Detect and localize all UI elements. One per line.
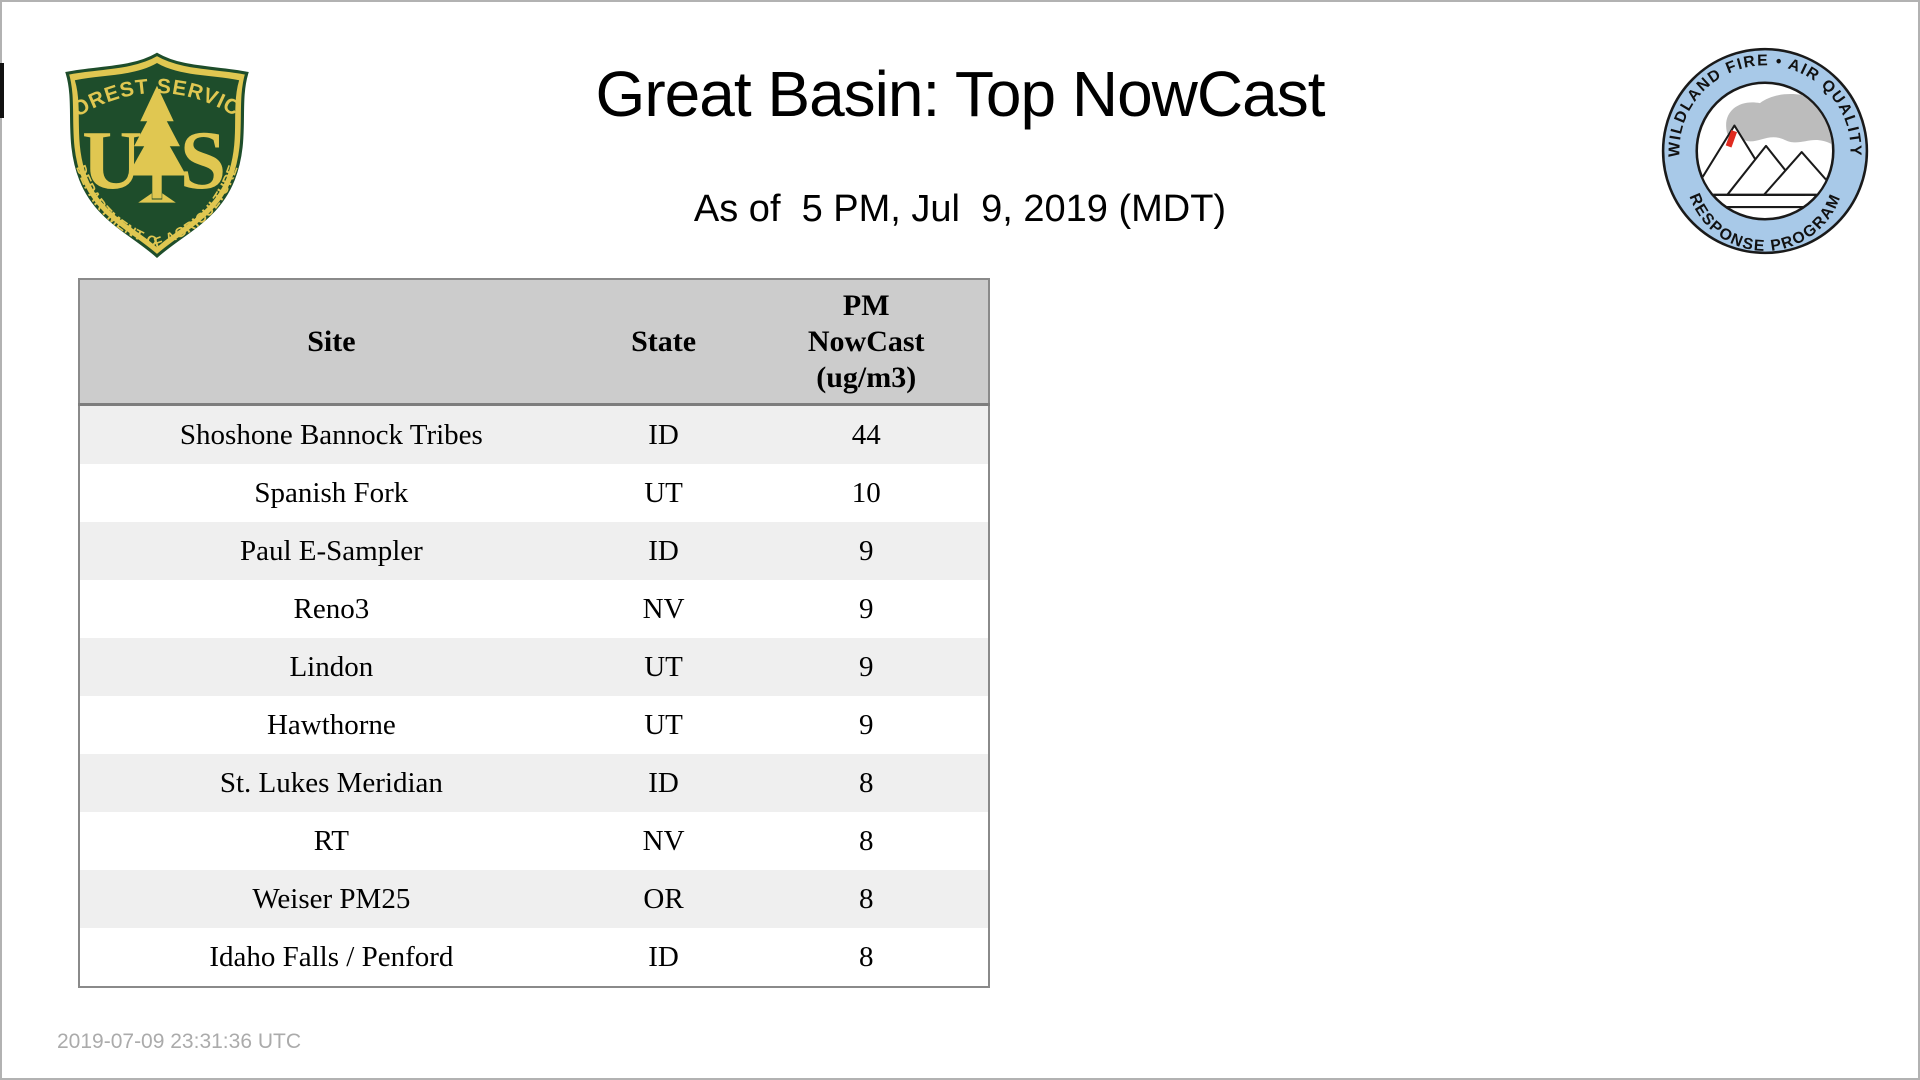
pm-header-line-2: NowCast [807,324,925,358]
cell-state: OR [643,882,684,915]
pm-header-line-3: (ug/m3) [816,360,917,394]
cell-state: ID [648,940,679,973]
flame-icon [1725,130,1738,148]
table-row: Hawthorne UT 9 [79,696,989,754]
page-subtitle: As of 5 PM, Jul 9, 2019 (MDT) [693,188,1227,230]
usfs-letter-s: S [180,115,226,207]
usfs-letter-u: U [82,115,142,207]
table-row: Reno3 NV 9 [79,580,989,638]
smoke-plume-icon [1726,94,1833,144]
cell-value: 8 [858,824,874,857]
generation-timestamp: 2019-07-09 23:31:36 UTC [57,1030,301,1053]
table-body: Shoshone Bannock Tribes ID 44 Spanish Fork U… [79,404,989,987]
table-row: RT NV 8 [79,812,989,870]
column-header-site: Site [79,279,583,406]
cell-site: Shoshone Bannock Tribes [179,418,483,451]
column-header-pm-nowcast: PM NowCast (ug/m3) [744,279,989,406]
cell-value: 8 [858,766,874,799]
cell-value: 10 [851,476,881,509]
cell-value: 9 [858,534,874,567]
cell-site: Lindon [289,650,374,683]
cell-site: Idaho Falls / Penford [209,940,454,973]
cell-value: 9 [858,708,874,741]
cell-site: Reno3 [293,592,370,625]
table-row: Weiser PM25 OR 8 [79,870,989,928]
cell-state: NV [642,824,685,857]
cell-site: Weiser PM25 [252,882,411,915]
cell-state: ID [648,534,679,567]
pine-tree-icon [127,85,187,203]
table-row: Lindon UT 9 [79,638,989,696]
cell-state: ID [648,418,679,451]
cell-value: 44 [851,418,881,451]
wfaqrp-logo: WILDLAND FIRE • AIR QUALITY RESPONSE PRO… [1661,47,1869,255]
column-header-state: State [582,279,745,406]
table-header-row: Site State PM NowCast (ug/m3) [79,279,989,406]
pm-header-line-1: PM [842,288,890,322]
cell-site: St. Lukes Meridian [219,766,443,799]
table-row: Spanish Fork UT 10 [79,464,989,522]
cell-state: ID [648,766,679,799]
cell-value: 9 [858,650,874,683]
table-row: Shoshone Bannock Tribes ID 44 [79,404,989,464]
table-row: Idaho Falls / Penford ID 8 [79,928,989,987]
cell-state: NV [642,592,685,625]
cell-state: UT [644,650,683,683]
cell-value: 8 [858,882,874,915]
cell-state: UT [644,708,683,741]
forest-service-logo: FOREST SERVICE U S DEPARTMENT OF AGRICUL… [52,44,249,258]
table-row: Paul E-Sampler ID 9 [79,522,989,580]
page-title: Great Basin: Top NowCast [595,58,1326,130]
nowcast-table: Site State PM NowCast (ug/m3) Shoshone B… [78,278,990,988]
cell-site: Paul E-Sampler [239,534,423,567]
cell-value: 8 [858,940,874,973]
table-row: St. Lukes Meridian ID 8 [79,754,989,812]
cell-site: RT [313,824,350,857]
cell-site: Spanish Fork [254,476,409,509]
cell-site: Hawthorne [266,708,396,741]
window-edge-artifact [0,63,4,118]
cell-state: UT [644,476,683,509]
cell-value: 9 [858,592,874,625]
